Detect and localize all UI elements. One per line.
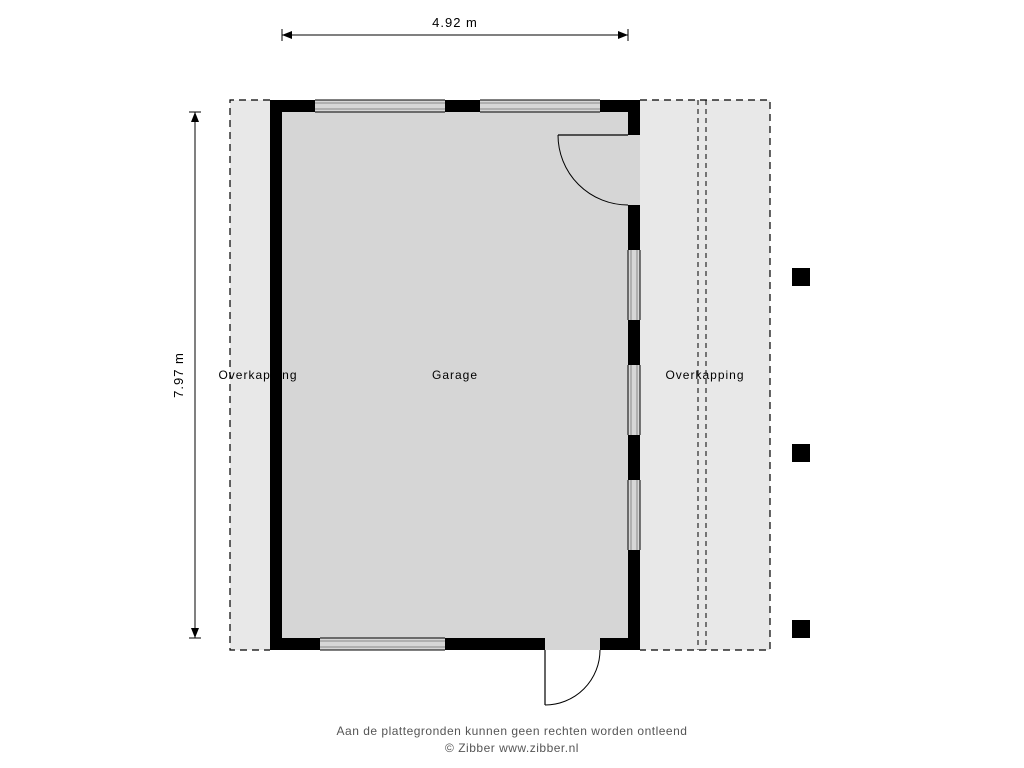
wall-right bbox=[628, 100, 640, 135]
pillar bbox=[792, 444, 810, 462]
door-arc bbox=[545, 650, 600, 705]
pillar bbox=[792, 268, 810, 286]
dim-width-label: 4.92 m bbox=[432, 15, 478, 30]
footer-line1: Aan de plattegronden kunnen geen rechten… bbox=[337, 724, 688, 738]
wall-right bbox=[628, 435, 640, 480]
wall-top bbox=[270, 100, 315, 112]
pillar bbox=[792, 620, 810, 638]
dim-height-label: 7.97 m bbox=[171, 352, 186, 398]
label-garage: Garage bbox=[432, 368, 478, 382]
wall-bottom bbox=[445, 638, 545, 650]
wall-right bbox=[628, 595, 640, 650]
wall-top bbox=[445, 100, 480, 112]
wall-right bbox=[628, 320, 640, 365]
footer-line2: © Zibber www.zibber.nl bbox=[445, 741, 579, 755]
label-right-canopy: Overkapping bbox=[665, 368, 744, 382]
label-left-canopy: Overkapping bbox=[218, 368, 297, 382]
wall-right bbox=[628, 205, 640, 250]
wall-right bbox=[628, 550, 640, 595]
wall-bottom bbox=[270, 638, 320, 650]
